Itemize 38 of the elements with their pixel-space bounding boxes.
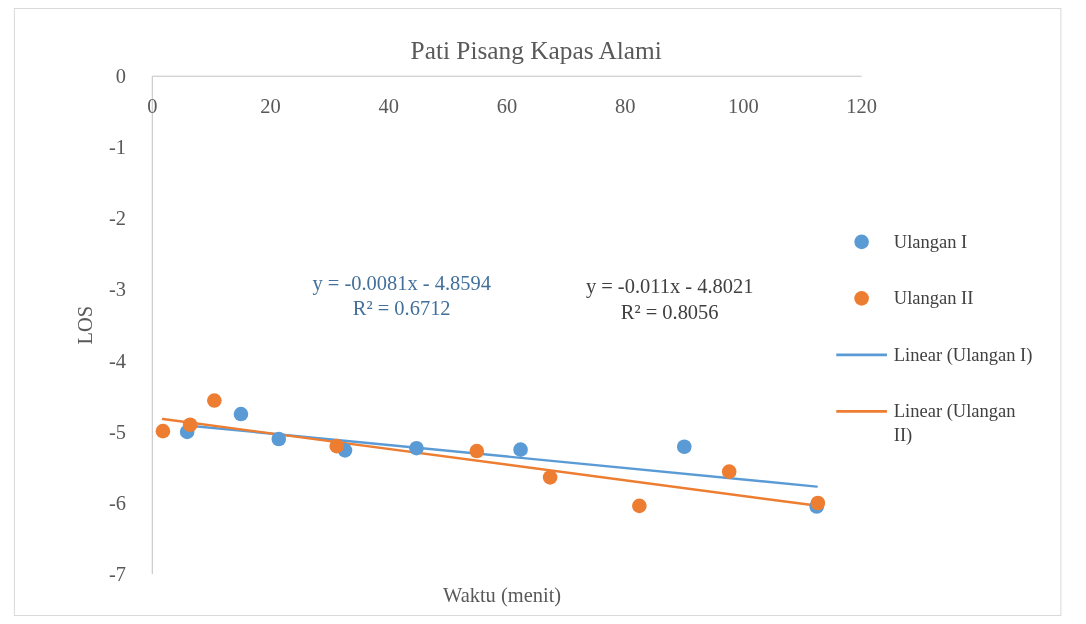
y-tick-label: -6 [108, 491, 126, 514]
chart-title: Pati Pisang Kapas Alami [410, 35, 662, 64]
point [513, 442, 528, 457]
x-tick-label: 60 [496, 95, 518, 118]
y-axis-title: LOS [73, 305, 96, 345]
point [329, 438, 345, 454]
annotation: y = -0.0081x - 4.8594 R² = 0.6712 [312, 271, 491, 319]
y-tick-label: -2 [108, 207, 126, 230]
x-tick-label: 20 [260, 95, 281, 118]
point [233, 406, 249, 422]
x-tick-label: 40 [378, 95, 399, 118]
y-tick-label: 0 [115, 65, 126, 88]
point [409, 440, 424, 456]
y-tick-label: -7 [108, 562, 126, 585]
point [632, 498, 647, 514]
point [469, 443, 485, 459]
point [721, 464, 737, 479]
point [676, 439, 692, 455]
point [182, 417, 198, 433]
point [810, 495, 826, 511]
x-axis-title: Waktu (menit) [442, 584, 562, 608]
annotation: y = -0.011x - 4.8021 R² = 0.8056 [585, 275, 754, 323]
x-tick-label: 120 [846, 95, 877, 118]
x-tick-label: 100 [728, 95, 759, 118]
y-tick-label: -1 [108, 136, 126, 159]
y-tick-label: -5 [108, 420, 126, 443]
legend-label: Linear (Ulangan II) [893, 401, 1016, 446]
y-tick-label: -3 [108, 278, 126, 301]
x-tick-label: 0 [147, 95, 158, 118]
point [542, 470, 558, 485]
legend-label: Ulangan II [893, 288, 974, 309]
legend-label: Ulangan I [893, 231, 968, 252]
x-tick-label: 80 [614, 95, 636, 118]
point [207, 393, 222, 408]
y-tick-label: -4 [108, 349, 126, 372]
point [155, 423, 171, 439]
legend-label: Linear (Ulangan I) [893, 344, 1033, 366]
point [271, 431, 287, 447]
